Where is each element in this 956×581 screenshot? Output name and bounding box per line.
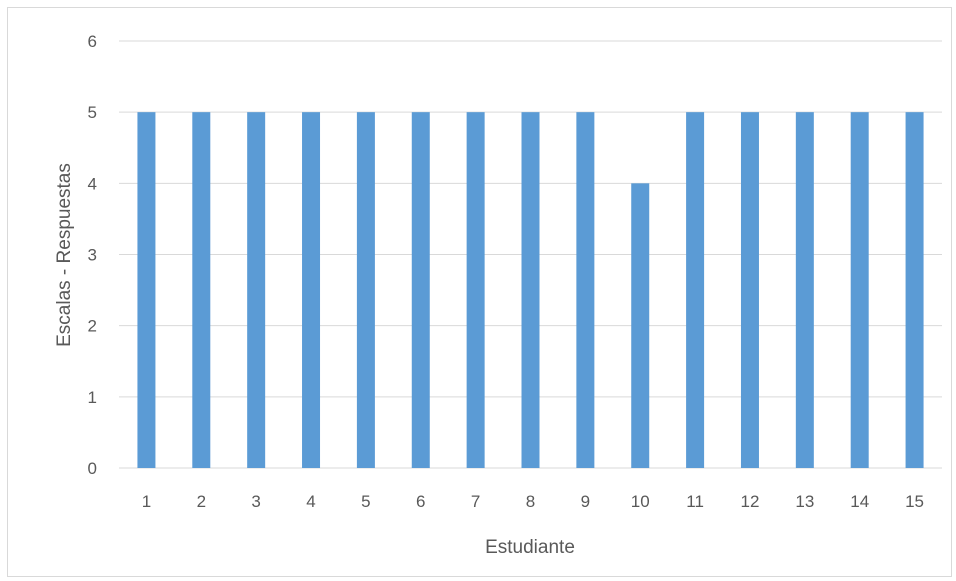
x-tick-labels: 1 2 3 4 5 6 7 8 9 10 11 12 13 14 15 — [142, 492, 924, 511]
bar-6 — [411, 112, 430, 469]
y-tick-label: 6 — [88, 32, 97, 51]
bar-9 — [576, 112, 595, 469]
y-tick-label: 0 — [88, 459, 97, 478]
bar-5 — [356, 112, 375, 469]
bar-7 — [466, 112, 485, 469]
y-tick-label: 4 — [88, 174, 97, 193]
y-tick-label: 2 — [88, 317, 97, 336]
bar-8 — [521, 112, 540, 469]
bar-2 — [192, 112, 211, 469]
bar-4 — [302, 112, 321, 469]
x-tick-label: 15 — [905, 492, 924, 511]
bar-3 — [247, 112, 266, 469]
x-tick-label: 7 — [471, 492, 480, 511]
y-tick-label: 3 — [88, 246, 97, 265]
bar-13 — [795, 112, 814, 469]
x-tick-label: 4 — [306, 492, 315, 511]
bar-1 — [137, 112, 156, 469]
bar-15 — [905, 112, 924, 469]
bar-14 — [850, 112, 869, 469]
y-tick-labels: 0 1 2 3 4 5 6 — [88, 32, 97, 478]
x-tick-label: 6 — [416, 492, 425, 511]
x-tick-label: 3 — [251, 492, 260, 511]
x-tick-label: 8 — [526, 492, 535, 511]
y-tick-label: 1 — [88, 388, 97, 407]
bar-11 — [686, 112, 705, 469]
x-tick-label: 10 — [631, 492, 650, 511]
x-axis-title: Estudiante — [485, 537, 575, 558]
x-tick-label: 9 — [581, 492, 590, 511]
bars — [137, 112, 924, 469]
x-tick-label: 14 — [850, 492, 869, 511]
y-axis-title: Escalas - Respuestas — [54, 163, 75, 347]
x-tick-label: 12 — [741, 492, 760, 511]
x-tick-label: 1 — [142, 492, 151, 511]
y-tick-label: 5 — [88, 103, 97, 122]
bar-10 — [631, 183, 650, 469]
x-tick-label: 2 — [197, 492, 206, 511]
x-tick-label: 5 — [361, 492, 370, 511]
bar-12 — [740, 112, 759, 469]
x-tick-label: 13 — [795, 492, 814, 511]
x-tick-label: 11 — [686, 492, 704, 511]
